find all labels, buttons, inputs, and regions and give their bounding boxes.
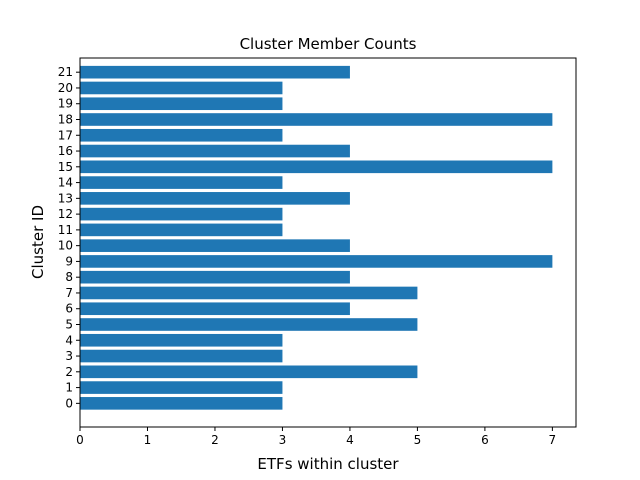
bar-cluster-12 xyxy=(80,207,283,221)
y-tick-label: 14 xyxy=(58,176,73,190)
y-tick-label: 18 xyxy=(58,113,73,127)
x-tick-label: 5 xyxy=(414,433,422,447)
bar-cluster-17 xyxy=(80,128,283,142)
x-tick-label: 3 xyxy=(279,433,287,447)
y-tick-label: 8 xyxy=(65,270,73,284)
y-axis-label: Cluster ID xyxy=(29,205,47,279)
x-tick-label: 4 xyxy=(346,433,354,447)
bar-cluster-5 xyxy=(80,318,418,331)
bar-cluster-3 xyxy=(80,349,283,363)
bar-cluster-1 xyxy=(80,381,283,394)
y-tick-label: 1 xyxy=(65,381,73,395)
y-tick-label: 10 xyxy=(58,239,73,253)
y-tick-label: 15 xyxy=(58,160,73,174)
bar-cluster-19 xyxy=(80,97,283,111)
y-tick-label: 20 xyxy=(58,81,73,95)
y-tick-label: 16 xyxy=(58,144,73,158)
y-tick-label: 4 xyxy=(65,333,73,347)
x-axis: 0 1 2 3 4 5 6 7 xyxy=(76,427,556,447)
y-tick-label: 19 xyxy=(58,97,73,111)
x-tick-label: 6 xyxy=(481,433,489,447)
bars-group xyxy=(80,65,553,410)
y-tick-label: 17 xyxy=(58,128,73,142)
bar-cluster-7 xyxy=(80,286,418,300)
x-tick-label: 1 xyxy=(144,433,152,447)
bar-cluster-10 xyxy=(80,239,350,252)
y-tick-label: 12 xyxy=(58,207,73,221)
bar-cluster-16 xyxy=(80,144,350,158)
bar-cluster-11 xyxy=(80,223,283,237)
bar-cluster-0 xyxy=(80,397,283,410)
y-tick-label: 0 xyxy=(65,396,73,410)
bar-cluster-9 xyxy=(80,255,553,268)
plot-frame xyxy=(79,57,577,428)
bar-cluster-2 xyxy=(80,365,418,379)
x-tick-label: 2 xyxy=(211,433,219,447)
y-tick-label: 2 xyxy=(65,365,73,379)
y-tick-label: 5 xyxy=(65,318,73,332)
y-tick-label: 3 xyxy=(65,349,73,363)
bar-cluster-14 xyxy=(80,176,283,189)
y-tick-label: 6 xyxy=(65,302,73,316)
y-tick-label: 21 xyxy=(58,65,73,79)
bar-cluster-6 xyxy=(80,302,350,316)
y-tick-label: 11 xyxy=(58,223,73,237)
y-tick-label: 13 xyxy=(58,191,73,205)
bar-cluster-13 xyxy=(80,192,350,205)
bar-cluster-18 xyxy=(80,113,553,126)
x-tick-label: 0 xyxy=(76,433,84,447)
x-tick-label: 7 xyxy=(549,433,557,447)
y-tick-label: 9 xyxy=(65,254,73,268)
bar-cluster-20 xyxy=(80,81,283,95)
bar-cluster-15 xyxy=(80,160,553,174)
y-tick-label: 7 xyxy=(65,286,73,300)
bar-cluster-21 xyxy=(80,65,350,79)
bar-cluster-8 xyxy=(80,270,350,284)
chart-title: Cluster Member Counts xyxy=(240,35,417,53)
x-axis-label: ETFs within cluster xyxy=(257,455,399,473)
bar-cluster-4 xyxy=(80,333,283,347)
